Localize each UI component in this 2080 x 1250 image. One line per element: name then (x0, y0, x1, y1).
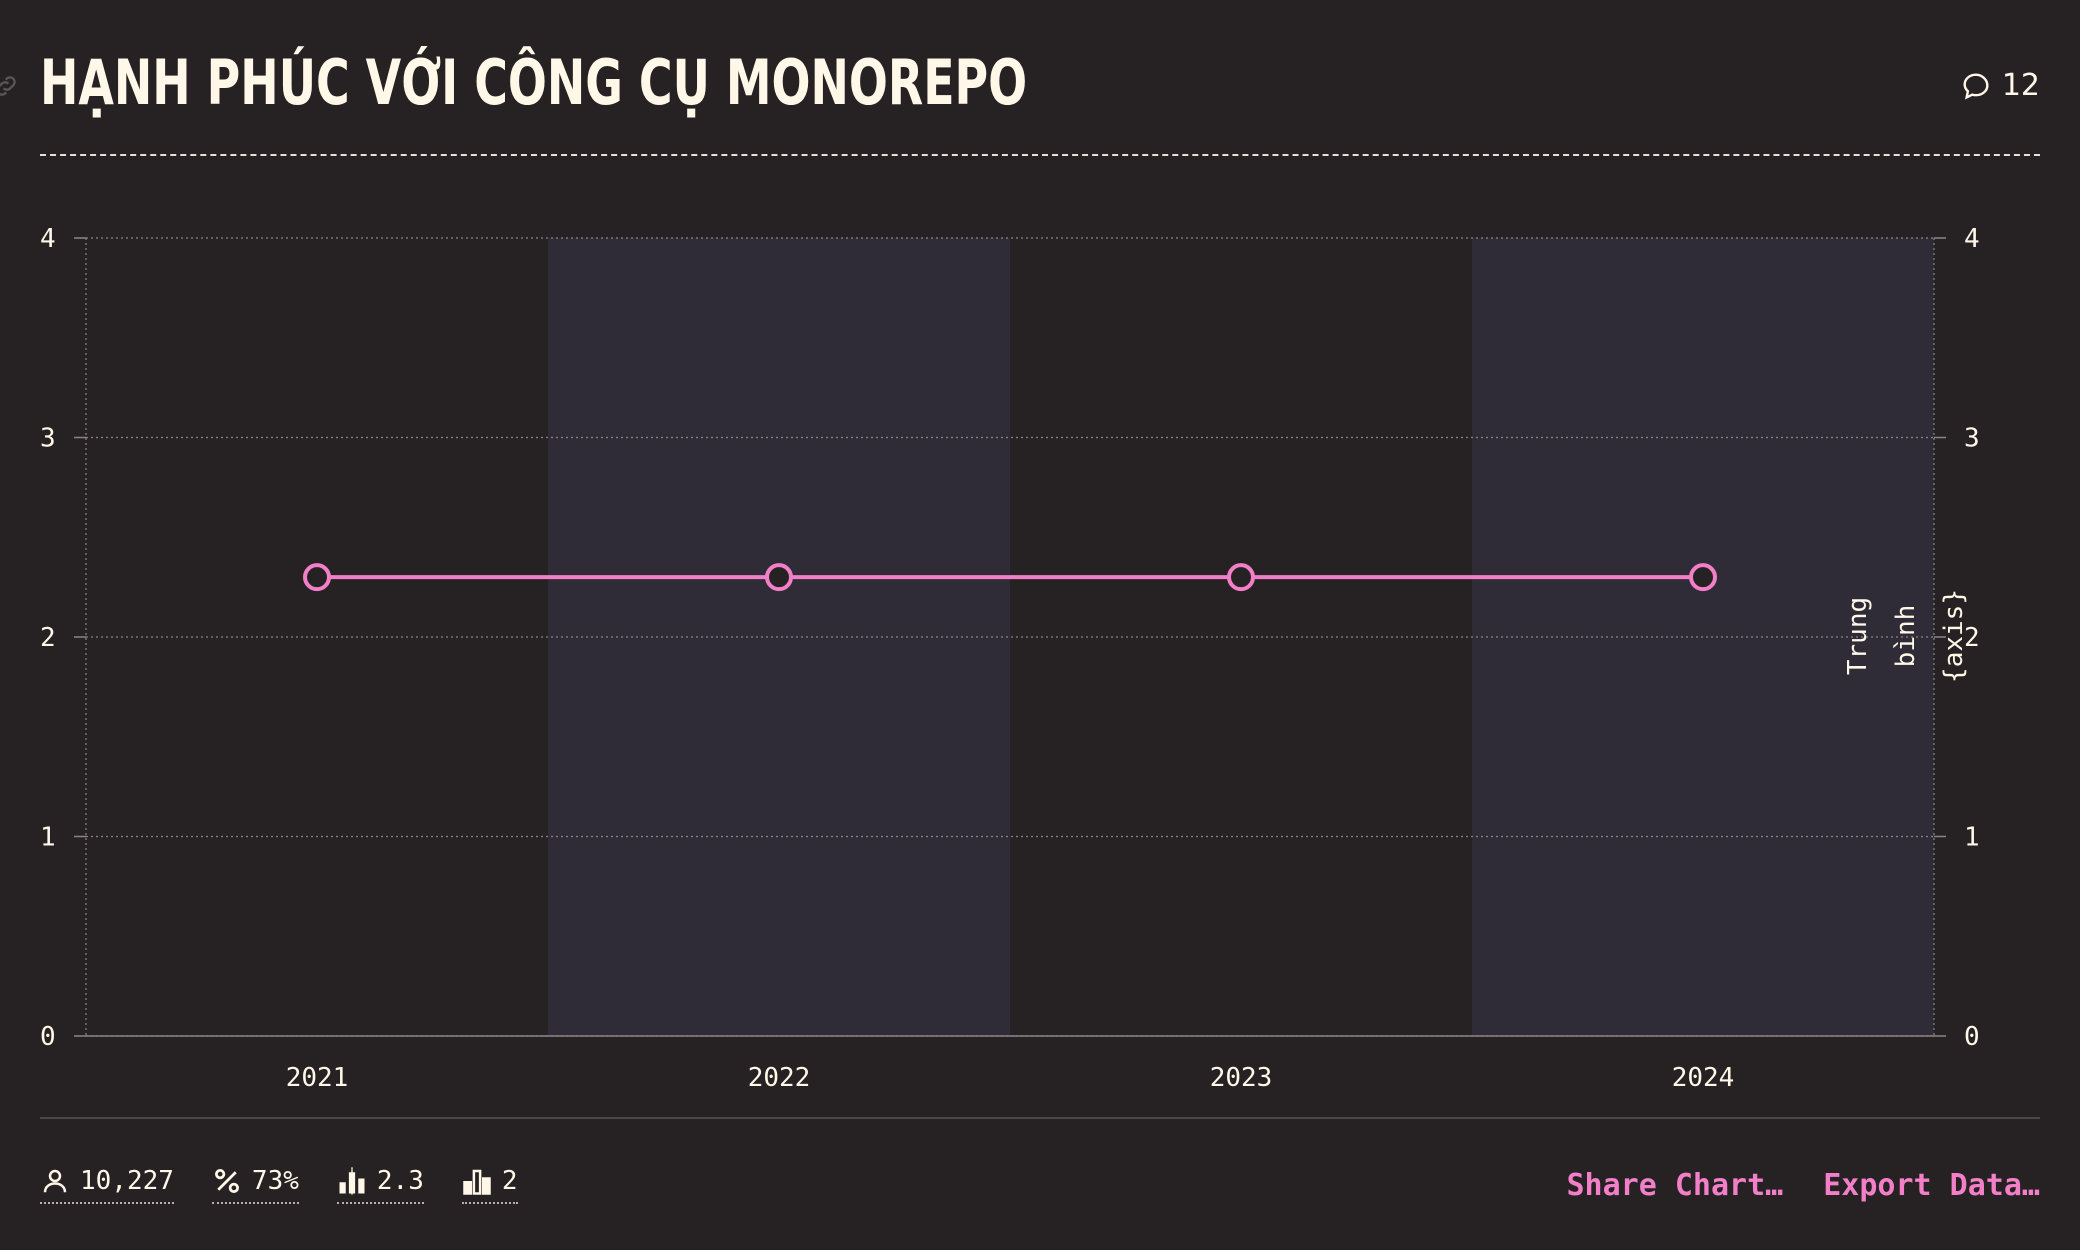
stat-value: 2.3 (376, 1166, 424, 1196)
y-tick-label-left: 1 (40, 823, 56, 853)
y-tick-label-left: 2 (40, 623, 56, 653)
comment-count: 12 (2001, 68, 2040, 103)
footer-divider (40, 1117, 2040, 1119)
export-data-link[interactable]: Export Data… (1823, 1167, 2040, 1203)
stat-value: 2 (501, 1166, 518, 1196)
stat-mode[interactable]: 2 (461, 1166, 518, 1204)
actions-group: Share Chart… Export Data… (1567, 1168, 2041, 1203)
x-tick-label: 2023 (1210, 1063, 1273, 1093)
comment-icon (1963, 72, 1989, 99)
line-chart: 0 0 1 1 2 2 3 3 4 4 2021 2022 2023 2024 Trung bình {axis… (40, 224, 1980, 1093)
title-divider (40, 154, 2040, 156)
person-icon (43, 1169, 67, 1193)
x-tick-label: 2022 (748, 1063, 811, 1093)
y-tick-label-right: 0 (1964, 1022, 1980, 1052)
y-tick-label-left: 4 (40, 224, 56, 254)
y-tick-label-right: 3 (1964, 424, 1980, 454)
stat-percent[interactable]: 73% (211, 1166, 299, 1204)
bar-median-icon (339, 1167, 365, 1195)
stat-mean[interactable]: 2.3 (336, 1166, 424, 1204)
page-title: HẠNH PHÚC VỚI CÔNG CỤ MONOREPO (40, 46, 1028, 119)
y-axis-label-word: {axis} (1939, 589, 1969, 683)
data-point (765, 563, 793, 592)
y-tick-label-left: 3 (40, 424, 56, 454)
y-tick-label-right: 2 (1964, 623, 1980, 653)
y-axis-label-right: Trung bình {axis} (1843, 589, 1969, 683)
share-chart-link[interactable]: Share Chart… (1566, 1167, 1784, 1203)
data-point (303, 563, 331, 592)
stat-value: 73% (251, 1166, 299, 1196)
link-icon[interactable] (0, 72, 20, 100)
chart-area: 0 0 1 1 2 2 3 3 4 4 2021 2022 2023 2024 Trung bình {axis… (0, 200, 2080, 1100)
x-tick-label: 2021 (286, 1063, 349, 1093)
stats-group: 10,227 73% 2.3 (40, 1166, 518, 1204)
x-tick-label: 2024 (1672, 1063, 1735, 1093)
y-tick-label-right: 1 (1964, 823, 1980, 853)
chart-footer: 10,227 73% 2.3 (40, 1160, 2040, 1210)
percent-icon (214, 1169, 239, 1193)
data-point (1689, 563, 1717, 592)
y-tick-label-left: 0 (40, 1022, 56, 1052)
bar-mode-icon (463, 1169, 491, 1195)
data-point (1227, 563, 1255, 592)
stat-value: 10,227 (80, 1166, 174, 1196)
y-axis-label-word: bình (1891, 605, 1921, 668)
stat-respondents[interactable]: 10,227 (40, 1166, 174, 1204)
y-axis-label-word: Trung (1843, 597, 1873, 675)
comments-button[interactable]: 12 (1960, 68, 2040, 103)
y-tick-label-right: 4 (1964, 224, 1980, 254)
